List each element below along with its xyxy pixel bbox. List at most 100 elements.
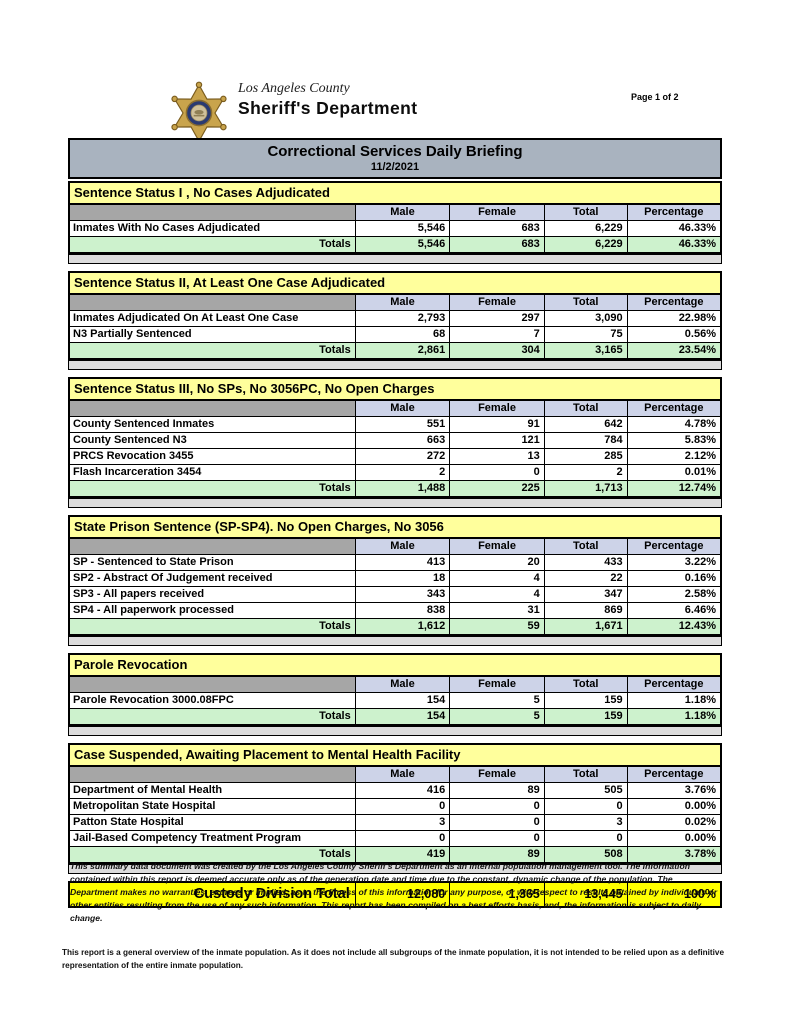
section-title: State Prison Sentence (SP-SP4). No Open …	[68, 515, 722, 539]
column-header-male: Male	[354, 399, 451, 417]
column-header-percentage: Percentage	[626, 765, 722, 783]
totals-value: 2,861	[354, 342, 451, 360]
row-value: 0.02%	[626, 814, 722, 831]
totals-value: 1,671	[543, 618, 628, 636]
row-value: 46.33%	[626, 220, 722, 237]
table-row: N3 Partially Sentenced 68 7 75 0.56%	[68, 326, 722, 343]
totals-value: 419	[354, 846, 451, 864]
section-header-row: State Prison Sentence (SP-SP4). No Open …	[68, 515, 722, 539]
column-header-percentage: Percentage	[626, 203, 722, 221]
row-label: Parole Revocation 3000.08FPC	[68, 692, 356, 709]
row-value: 416	[354, 782, 451, 799]
column-header-female: Female	[449, 399, 545, 417]
column-header-male: Male	[354, 765, 451, 783]
section-table: Sentence Status III, No SPs, No 3056PC, …	[68, 377, 722, 498]
row-value: 505	[543, 782, 628, 799]
column-header-blank	[68, 537, 356, 555]
column-header-male: Male	[354, 293, 451, 311]
row-value: 1.18%	[626, 692, 722, 709]
row-value: 5	[449, 692, 545, 709]
section-body: Sentence Status I , No Cases Adjudicated…	[68, 181, 722, 254]
totals-value: 1,488	[354, 480, 451, 498]
row-value: 22	[543, 570, 628, 587]
row-value: 20	[449, 554, 545, 571]
custody-total-male: 12,080	[354, 881, 451, 908]
row-value: 413	[354, 554, 451, 571]
totals-value: 225	[449, 480, 545, 498]
row-label: PRCS Revocation 3455	[68, 448, 356, 465]
column-header-row: Male Female Total Percentage	[68, 537, 722, 555]
totals-value: 508	[543, 846, 628, 864]
row-value: 0.16%	[626, 570, 722, 587]
totals-value: 59	[449, 618, 545, 636]
row-value: 2,793	[354, 310, 451, 327]
column-header-male: Male	[354, 675, 451, 693]
section-table: Sentence Status I , No Cases Adjudicated…	[68, 181, 722, 254]
row-value: 0	[543, 798, 628, 815]
custody-total-total: 13,445	[543, 881, 628, 908]
custody-division-total-label: Custody Division Total	[68, 881, 356, 908]
column-header-row: Male Female Total Percentage	[68, 675, 722, 693]
table-row: SP2 - Abstract Of Judgement received 18 4 2…	[68, 570, 722, 587]
table-row: SP - Sentenced to State Prison 413 20 433 3.…	[68, 554, 722, 571]
section-header-row: Case Suspended, Awaiting Placement to Me…	[68, 743, 722, 767]
totals-value: 89	[449, 846, 545, 864]
section-title: Parole Revocation	[68, 653, 722, 677]
agency-county-label: Los Angeles County	[238, 81, 350, 96]
row-value: 3,090	[543, 310, 628, 327]
section-header-row: Sentence Status I , No Cases Adjudicated	[68, 181, 722, 205]
row-value: 18	[354, 570, 451, 587]
table-row: County Sentenced N3 663 121 784 5.83%	[68, 432, 722, 449]
column-header-total: Total	[543, 399, 628, 417]
row-value: 838	[354, 602, 451, 619]
column-header-female: Female	[449, 765, 545, 783]
column-header-female: Female	[449, 537, 545, 555]
report-title-bar: Correctional Services Daily Briefing 11/…	[68, 138, 722, 179]
row-label: N3 Partially Sentenced	[68, 326, 356, 343]
section-table: Sentence Status II, At Least One Case Ad…	[68, 271, 722, 360]
table-row: Metropolitan State Hospital 0 0 0 0.00%	[68, 798, 722, 815]
row-value: 285	[543, 448, 628, 465]
report-date: 11/2/2021	[370, 161, 420, 173]
totals-value: 12.43%	[626, 618, 722, 636]
section-spacer	[68, 636, 722, 646]
totals-label: Totals	[68, 342, 356, 360]
row-value: 3.22%	[626, 554, 722, 571]
row-value: 5,546	[354, 220, 451, 237]
totals-value: 5,546	[354, 236, 451, 254]
column-header-row: Male Female Total Percentage	[68, 203, 722, 221]
row-value: 2.12%	[626, 448, 722, 465]
totals-row: Totals 2,861 304 3,165 23.54%	[68, 342, 722, 360]
column-header-percentage: Percentage	[626, 537, 722, 555]
row-value: 4.78%	[626, 416, 722, 433]
row-value: 121	[449, 432, 545, 449]
totals-label: Totals	[68, 618, 356, 636]
row-value: 91	[449, 416, 545, 433]
column-header-total: Total	[543, 765, 628, 783]
totals-label: Totals	[68, 236, 356, 254]
table-row: Flash Incarceration 3454 2 0 2 0.01%	[68, 464, 722, 481]
column-header-female: Female	[449, 293, 545, 311]
table-row: Patton State Hospital 3 0 3 0.02%	[68, 814, 722, 831]
totals-value: 159	[543, 708, 628, 726]
row-value: 2	[354, 464, 451, 481]
row-value: 347	[543, 586, 628, 603]
column-header-percentage: Percentage	[626, 399, 722, 417]
section-title: Sentence Status II, At Least One Case Ad…	[68, 271, 722, 295]
column-header-blank	[68, 399, 356, 417]
row-value: 0.56%	[626, 326, 722, 343]
custody-total-female: 1,365	[449, 881, 545, 908]
row-label: Department of Mental Health	[68, 782, 356, 799]
row-label: SP2 - Abstract Of Judgement received	[68, 570, 356, 587]
row-label: SP - Sentenced to State Prison	[68, 554, 356, 571]
column-header-total: Total	[543, 675, 628, 693]
totals-value: 6,229	[543, 236, 628, 254]
totals-value: 1,713	[543, 480, 628, 498]
totals-value: 154	[354, 708, 451, 726]
row-value: 13	[449, 448, 545, 465]
column-header-row: Male Female Total Percentage	[68, 293, 722, 311]
page-indicator: Page 1 of 2	[631, 92, 679, 102]
row-value: 31	[449, 602, 545, 619]
column-header-male: Male	[354, 203, 451, 221]
row-value: 89	[449, 782, 545, 799]
